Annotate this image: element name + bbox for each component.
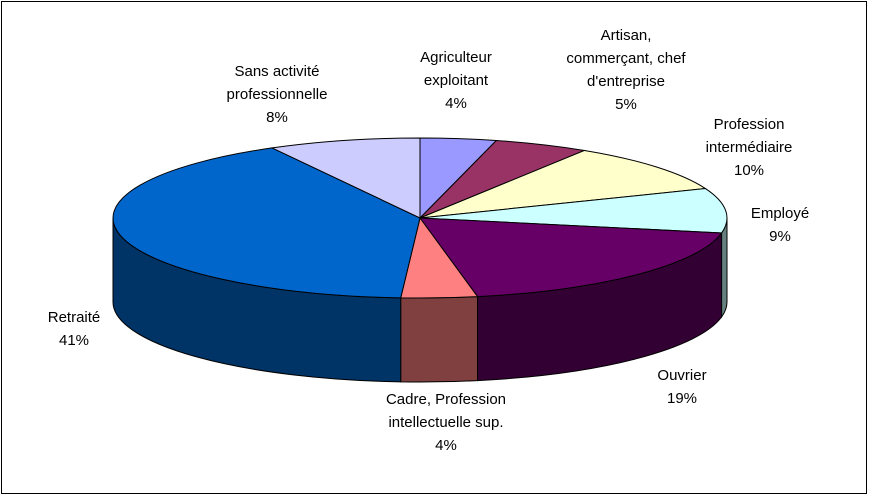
category-label: Ouvrier [657,367,707,384]
category-label: Retraité [47,309,101,326]
data-label: Sans activité professionnelle 8% [197,60,357,129]
pie-slice [112,147,421,299]
value-label: 8% [266,109,288,126]
data-label: Agriculteur exploitant 4% [396,46,516,115]
data-label: Retraité 41% [29,306,119,352]
category-label: Artisan, commerçant, chef d'entreprise [566,27,686,90]
value-label: 5% [615,96,637,113]
value-label: 10% [733,162,765,179]
category-label: Profession intermédiaire [705,116,793,156]
category-label: Cadre, Profession intellectuelle sup. [385,391,507,431]
pie-slice [419,188,728,234]
pie-side [400,296,479,383]
value-label: 19% [666,390,698,407]
data-label: Artisan, commerçant, chef d'entreprise 5% [559,24,694,116]
pie-slice [419,149,707,219]
pie-slice [270,137,421,219]
value-label: 4% [445,95,467,112]
pie-side [721,217,728,319]
category-label: Agriculteur exploitant [420,49,492,89]
data-label: Ouvrier 19% [637,364,727,410]
value-label: 4% [435,437,457,454]
data-label: Employé 9% [735,202,825,248]
data-label: Cadre, Profession intellectuelle sup. 4% [346,388,546,457]
value-label: 9% [769,228,791,245]
category-label: Sans activité professionnelle [226,63,328,103]
value-label: 41% [58,332,90,349]
pie-slice [418,217,723,298]
data-label: Profession intermédiaire 10% [687,113,812,182]
category-label: Employé [750,205,810,222]
